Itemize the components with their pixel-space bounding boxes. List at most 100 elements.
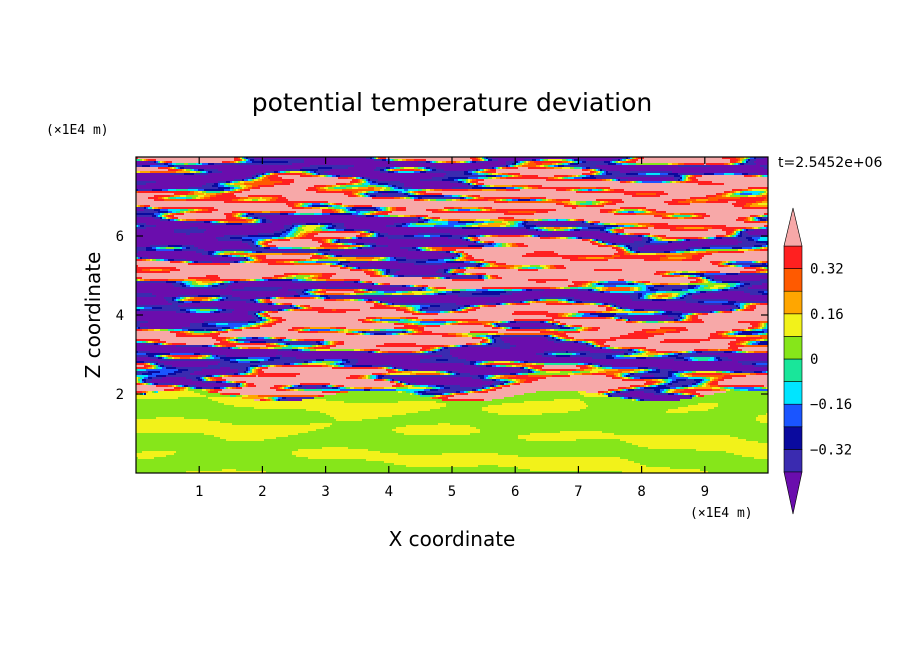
contour-cell xyxy=(310,165,312,167)
contour-cell xyxy=(446,161,448,163)
contour-cell xyxy=(666,175,668,177)
contour-cell xyxy=(630,167,632,169)
contour-cell xyxy=(670,169,672,171)
contour-cell xyxy=(284,175,286,177)
contour-cell xyxy=(248,175,250,177)
contour-cell xyxy=(752,171,754,173)
contour-cell xyxy=(274,171,276,173)
contour-cell xyxy=(312,175,314,177)
contour-cell xyxy=(322,159,324,161)
contour-cell xyxy=(406,175,408,177)
contour-cell xyxy=(674,173,676,175)
contour-cell xyxy=(500,167,502,169)
contour-cell xyxy=(276,167,278,169)
contour-cell xyxy=(686,163,688,165)
contour-cell xyxy=(332,167,334,169)
contour-cell xyxy=(386,163,388,165)
contour-cell xyxy=(378,165,380,167)
contour-cell xyxy=(678,165,680,167)
contour-cell xyxy=(154,177,156,179)
contour-cell xyxy=(272,163,274,165)
contour-cell xyxy=(518,167,520,169)
contour-cell xyxy=(664,163,666,165)
contour-cell xyxy=(560,167,562,169)
contour-cell xyxy=(222,159,224,161)
contour-cell xyxy=(250,177,252,179)
contour-cell xyxy=(662,161,664,163)
contour-cell xyxy=(758,173,760,175)
contour-cell xyxy=(478,159,480,161)
contour-cell xyxy=(154,161,156,163)
contour-cell xyxy=(580,163,582,165)
contour-cell xyxy=(218,165,220,167)
contour-cell xyxy=(602,175,604,177)
contour-cell xyxy=(750,169,752,171)
contour-cell xyxy=(682,163,684,165)
contour-cell xyxy=(318,161,320,163)
contour-cell xyxy=(370,173,372,175)
contour-cell xyxy=(742,173,744,175)
contour-cell xyxy=(156,173,158,175)
contour-cell xyxy=(182,173,184,175)
contour-cell xyxy=(684,171,686,173)
contour-cell xyxy=(620,171,622,173)
contour-cell xyxy=(486,169,488,171)
contour-cell xyxy=(340,165,342,167)
contour-cell xyxy=(714,167,716,169)
contour-cell xyxy=(386,159,388,161)
contour-cell xyxy=(144,165,146,167)
contour-cell xyxy=(162,173,164,175)
contour-cell xyxy=(174,177,176,179)
contour-cell xyxy=(142,159,144,161)
contour-cell xyxy=(610,159,612,161)
contour-cell xyxy=(198,175,200,177)
contour-cell xyxy=(212,165,214,167)
contour-cell xyxy=(226,175,228,177)
contour-cell xyxy=(148,167,150,169)
contour-cell xyxy=(652,175,654,177)
contour-cell xyxy=(760,175,762,177)
contour-cell xyxy=(682,175,684,177)
contour-cell xyxy=(296,173,298,175)
contour-cell xyxy=(750,165,752,167)
contour-cell xyxy=(722,159,724,161)
contour-cell xyxy=(172,177,174,179)
contour-cell xyxy=(390,165,392,167)
contour-cell xyxy=(454,175,456,177)
contour-cell xyxy=(288,173,290,175)
contour-cell xyxy=(148,161,150,163)
contour-cell xyxy=(608,161,610,163)
contour-cell xyxy=(500,175,502,177)
contour-cell xyxy=(744,171,746,173)
contour-cell xyxy=(144,169,146,171)
contour-cell xyxy=(356,167,358,169)
contour-cell xyxy=(550,173,552,175)
contour-cell xyxy=(168,167,170,169)
contour-cell xyxy=(736,167,738,169)
contour-cell xyxy=(396,163,398,165)
contour-cell xyxy=(634,169,636,171)
contour-cell xyxy=(522,163,524,165)
contour-cell xyxy=(190,165,192,167)
contour-cell xyxy=(290,167,292,169)
contour-cell xyxy=(338,175,340,177)
contour-cell xyxy=(216,171,218,173)
contour-cell xyxy=(402,165,404,167)
contour-cell xyxy=(150,159,152,161)
contour-cell xyxy=(530,175,532,177)
contour-cell xyxy=(416,171,418,173)
contour-cell xyxy=(642,165,644,167)
contour-cell xyxy=(332,163,334,165)
contour-cell xyxy=(402,173,404,175)
contour-cell xyxy=(274,175,276,177)
contour-cell xyxy=(526,163,528,165)
contour-cell xyxy=(284,159,286,161)
contour-cell xyxy=(248,177,250,179)
contour-cell xyxy=(680,171,682,173)
contour-cell xyxy=(288,161,290,163)
contour-cell xyxy=(644,169,646,171)
contour-cell xyxy=(736,175,738,177)
contour-cell xyxy=(470,167,472,169)
contour-cell xyxy=(380,161,382,163)
contour-cell xyxy=(248,165,250,167)
